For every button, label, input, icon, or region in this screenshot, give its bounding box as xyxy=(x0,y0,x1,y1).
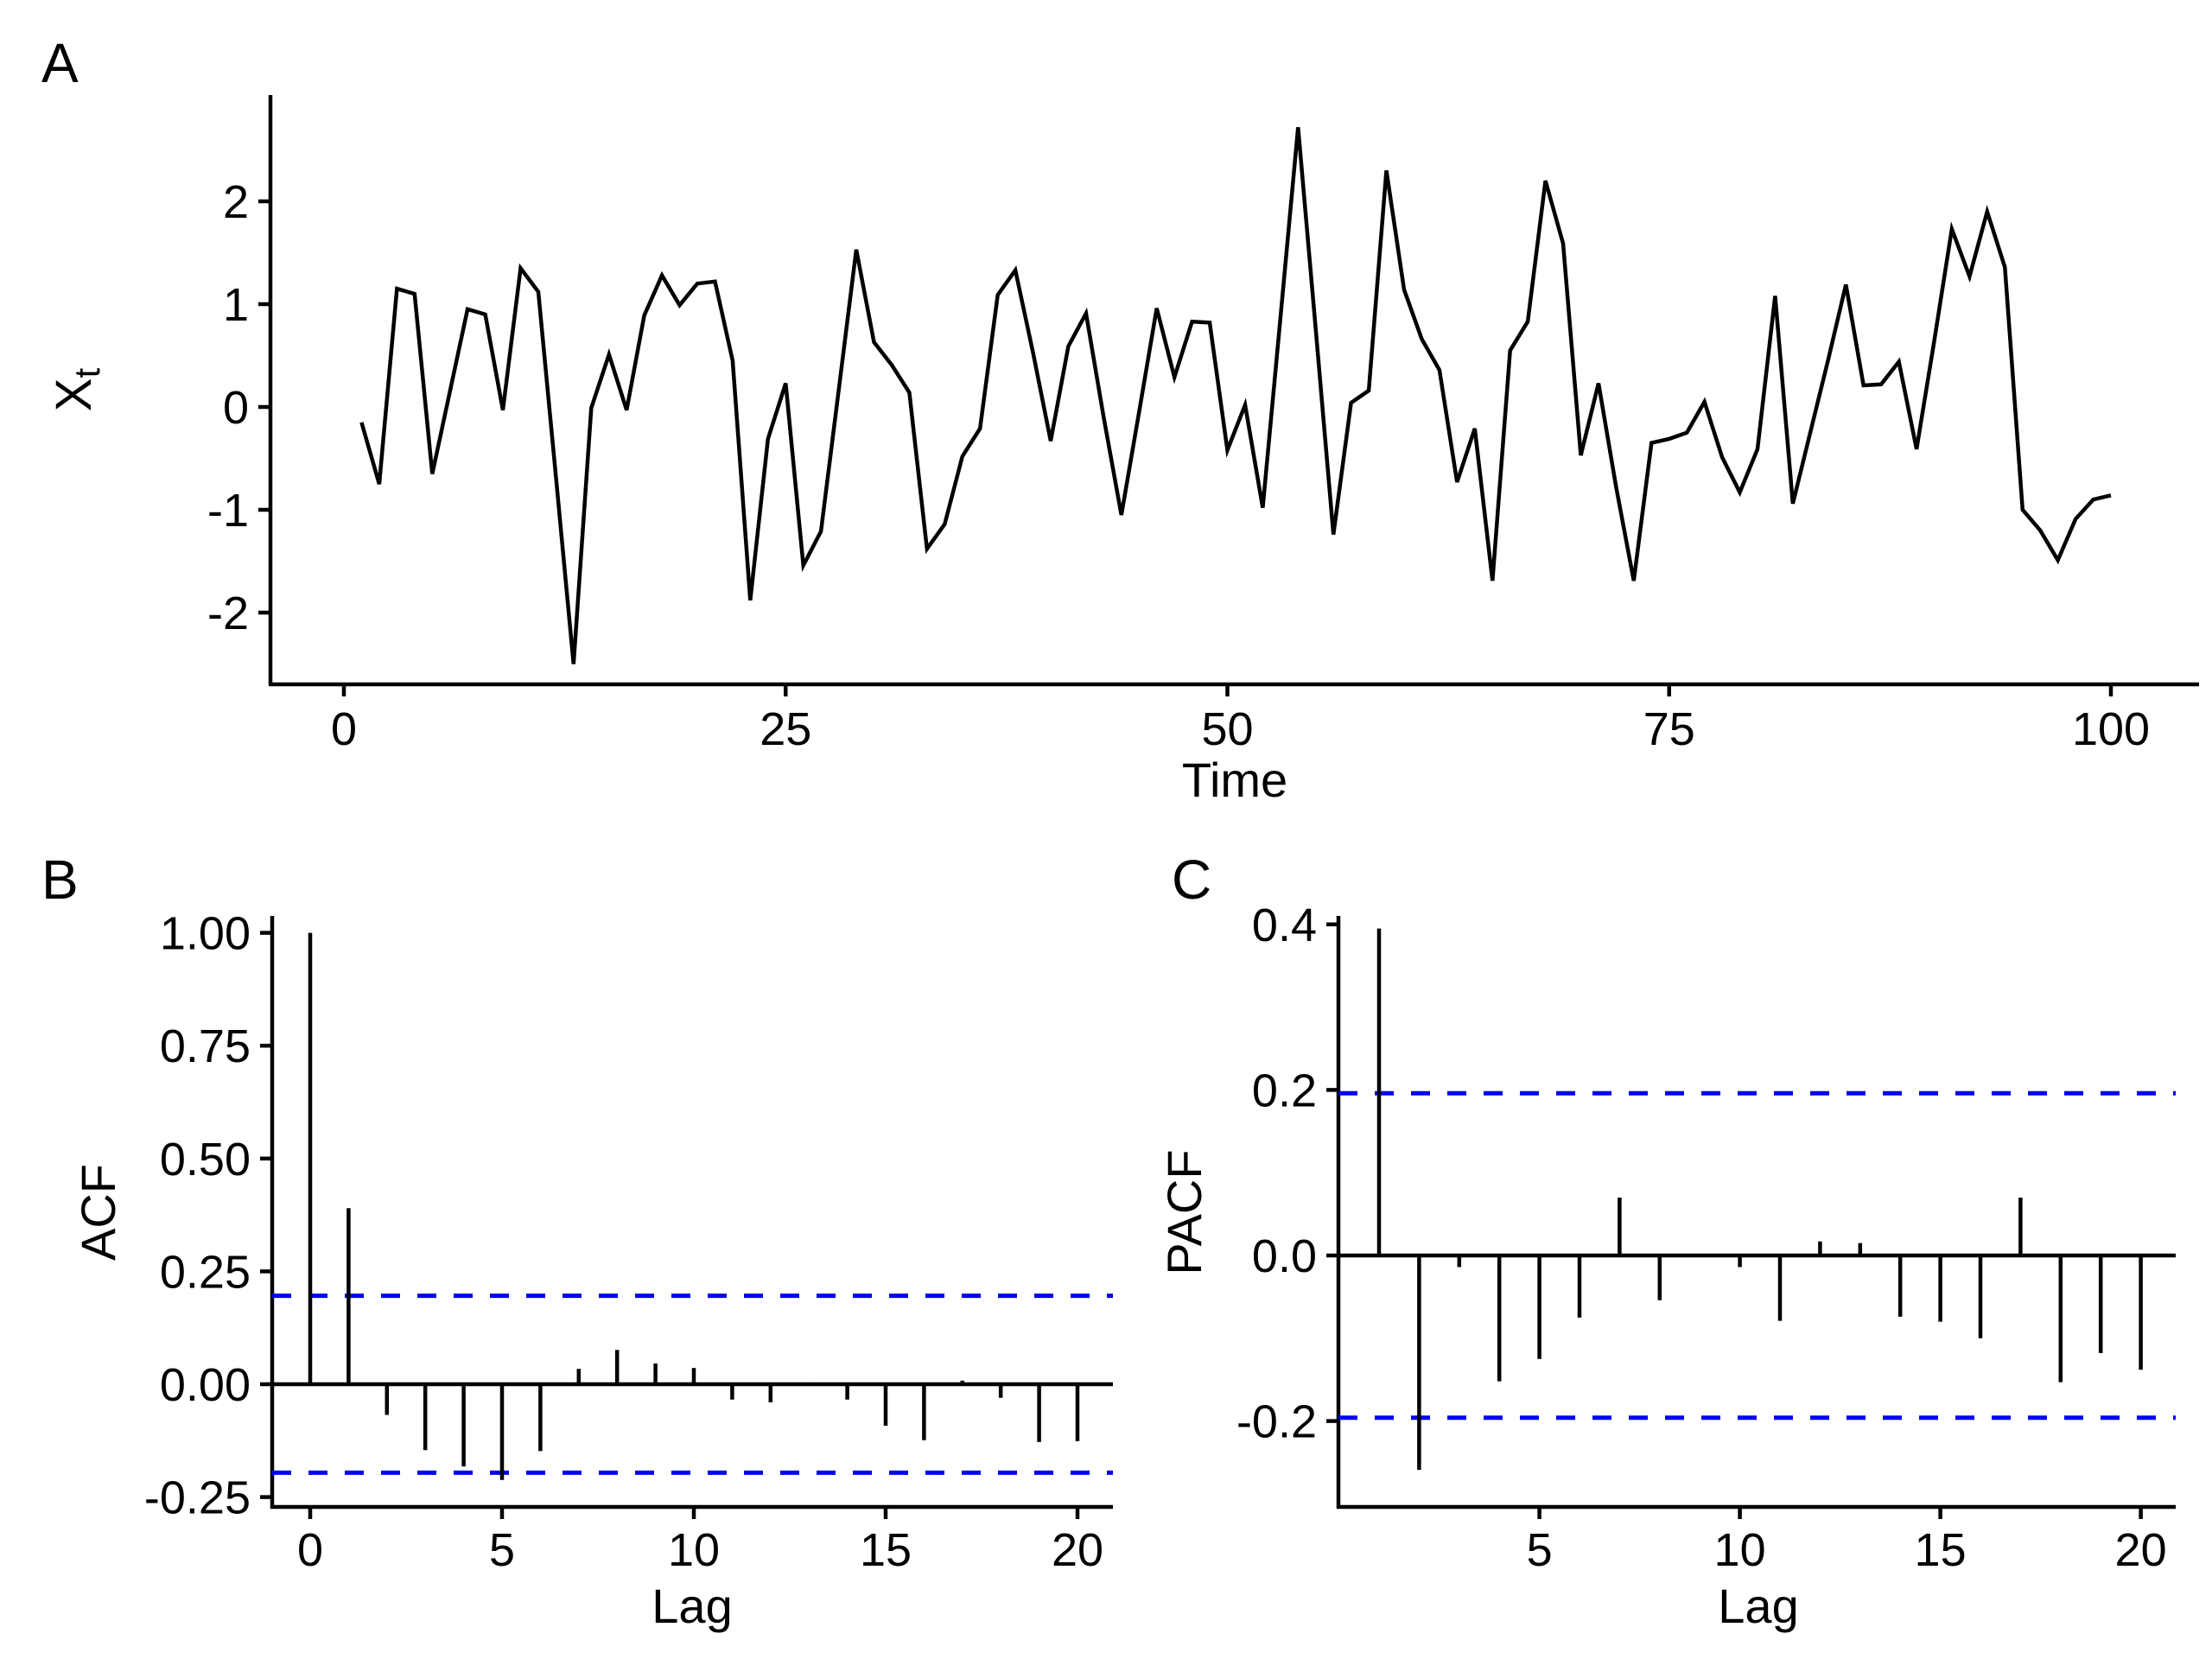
y-tick-label: 1.00 xyxy=(160,908,251,960)
x-tick-label: 25 xyxy=(760,703,811,755)
x-tick-label: 75 xyxy=(1643,703,1695,755)
x-tick-label: 0 xyxy=(331,703,357,755)
x-tick-label: 0 xyxy=(297,1524,323,1576)
panel-b-y-axis-title: ACF xyxy=(71,1164,125,1261)
y-tick-label: 0 xyxy=(223,382,249,434)
y-tick-label: -2 xyxy=(207,588,249,639)
y-tick-label: 0.00 xyxy=(160,1359,251,1411)
panel-c-label: C xyxy=(1172,849,1211,911)
x-tick-label: 15 xyxy=(860,1524,912,1576)
y-title-subscript: t xyxy=(67,367,107,378)
x-tick-label: 20 xyxy=(2115,1524,2167,1576)
x-tick-label: 10 xyxy=(1714,1524,1766,1576)
time-series-line xyxy=(359,127,2112,664)
y-title-base: X xyxy=(46,378,102,411)
panel-a-label: A xyxy=(41,32,79,94)
panel-a-x-axis-title: Time xyxy=(1182,753,1287,807)
panel-c-plot-area: 5 10 15 20 0.4 0.2 0.0 -0.2 xyxy=(1236,899,2176,1576)
y-tick-label: 0.75 xyxy=(160,1020,251,1072)
y-tick-label: -0.2 xyxy=(1236,1396,1317,1448)
y-tick-label: 0.50 xyxy=(160,1134,251,1185)
panel-a-chart: 0 25 50 75 100 2 1 0 -1 -2 A Time Xt xyxy=(41,32,2199,807)
y-tick-label: -0.25 xyxy=(144,1472,251,1524)
y-tick-label: 0.0 xyxy=(1252,1230,1317,1282)
x-tick-label: 20 xyxy=(1052,1524,1103,1576)
x-tick-label: 5 xyxy=(1527,1524,1553,1576)
y-tick-label: 0.25 xyxy=(160,1246,251,1298)
x-tick-label: 10 xyxy=(668,1524,720,1576)
y-tick-label: 0.4 xyxy=(1252,899,1317,951)
x-tick-label: 15 xyxy=(1915,1524,1967,1576)
y-tick-label: 1 xyxy=(223,279,249,331)
panel-b-plot-area: 0 5 10 15 20 1.00 0.75 0.50 0.25 0.00 -0.25 xyxy=(144,908,1113,1576)
y-tick-label: -1 xyxy=(207,485,249,537)
y-tick-label: 2 xyxy=(223,176,249,228)
panel-b-x-axis-title: Lag xyxy=(652,1579,732,1633)
panel-c-x-axis-title: Lag xyxy=(1718,1579,1798,1633)
panel-b-label: B xyxy=(41,849,79,911)
panel-b-chart: 0 5 10 15 201.000.750.500.250.00-0.25 B Lag … xyxy=(41,849,1113,1633)
x-tick-label: 50 xyxy=(1201,703,1253,755)
x-tick-label: 5 xyxy=(489,1524,515,1576)
panel-a-plot-area: 0 25 50 75 100 2 1 0 -1 -2 xyxy=(207,95,2199,755)
panel-c-y-axis-title: PACF xyxy=(1157,1149,1211,1274)
panel-a-y-axis-title: Xt xyxy=(46,367,107,411)
x-tick-label: 100 xyxy=(2072,703,2150,755)
panel-c-chart: 5 10 15 20 0.4 0.2 0.0 -0.2 C Lag PACF xyxy=(1157,849,2176,1633)
y-tick-label: 0.2 xyxy=(1252,1065,1317,1116)
